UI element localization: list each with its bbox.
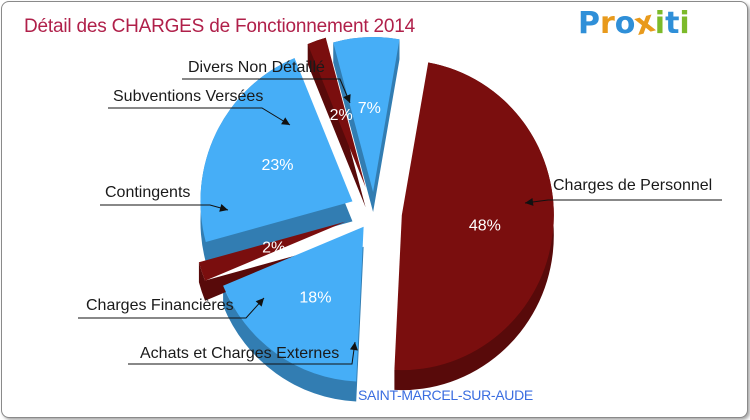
pie-slice-category-label: Divers Non Détaillé <box>188 59 325 76</box>
pie-slice[interactable] <box>394 62 554 371</box>
pie-slice-side <box>307 37 366 208</box>
logo-letter: P <box>578 6 600 41</box>
callout-arrowhead-icon <box>281 117 290 125</box>
pie-slice-percent-label: 18% <box>299 289 331 306</box>
pie-slice-percent-label: 2% <box>262 240 285 257</box>
location-label: SAINT-MARCEL-SUR-AUDE <box>358 387 533 403</box>
logo-letter: o <box>614 6 636 41</box>
callout-arrowhead-icon <box>219 204 228 212</box>
callout-arrowhead-icon <box>525 197 534 206</box>
pie-slice-percent-label: 2% <box>330 107 353 124</box>
callout-leader-line <box>524 199 722 204</box>
pie-slice-category-label: Subventions Versées <box>113 88 263 105</box>
pie-slice-percent-label: 23% <box>261 157 293 174</box>
pie-slice-category-label: Contingents <box>105 184 190 201</box>
logo-letter: i <box>679 6 690 41</box>
pie-slice-percent-label: 7% <box>358 100 381 117</box>
logo-letter: r <box>600 6 615 41</box>
callout-arrowhead-icon <box>349 342 358 351</box>
pie-slice[interactable] <box>223 226 364 382</box>
pie-slice[interactable] <box>333 37 400 193</box>
callout-leader-line <box>78 297 265 319</box>
pie-slice-category-label: Charges Financières <box>86 297 234 314</box>
logo-letter: t <box>665 6 680 41</box>
pie-slice[interactable] <box>307 37 366 188</box>
callout-arrowhead-icon <box>343 94 351 103</box>
callout-leader-line <box>182 78 351 104</box>
callout-arrowhead-icon <box>255 298 264 307</box>
pie-slice[interactable] <box>198 221 346 281</box>
proxiti-logo[interactable]: Proxiti <box>578 4 690 43</box>
pie-slice-percent-label: 48% <box>469 218 501 235</box>
chart-title: Détail des CHARGES de Fonctionnement 201… <box>24 16 416 37</box>
callout-leader-line <box>108 107 291 126</box>
logo-letter: i <box>654 6 666 41</box>
pie-slice[interactable] <box>200 58 353 243</box>
pie-slice-category-label: Charges de Personnel <box>553 177 712 194</box>
pie-slice-category-label: Achats et Charges Externes <box>140 345 339 362</box>
